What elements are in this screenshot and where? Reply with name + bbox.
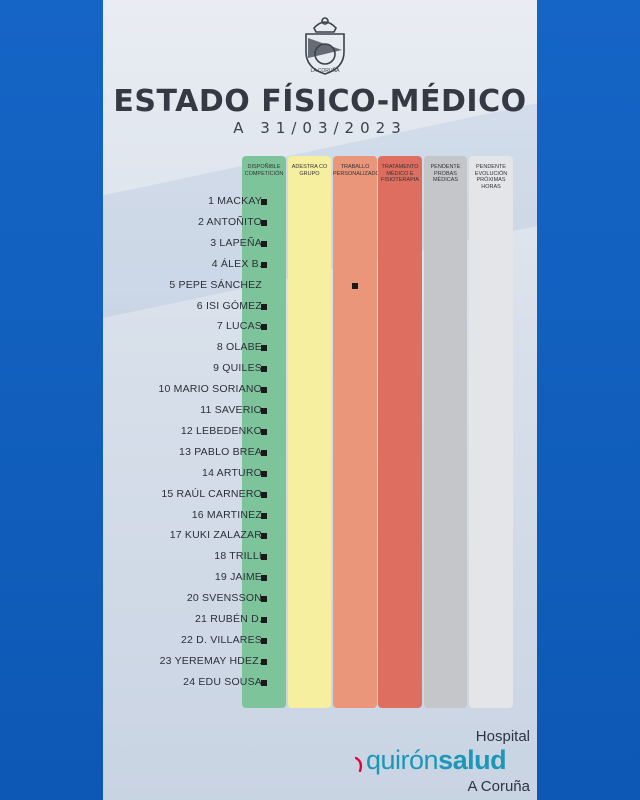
player-name: 10 MARIO SORIANO	[158, 383, 262, 396]
status-mark	[261, 387, 267, 394]
player-name: 23 YEREMAY HDEZ.	[159, 654, 262, 667]
status-column	[288, 156, 331, 708]
status-mark	[261, 512, 267, 519]
status-mark	[261, 345, 267, 352]
player-name: 15 RAÚL CARNERO	[161, 487, 262, 500]
player-name: 11 SAVERIO	[200, 404, 262, 416]
right-background	[537, 0, 640, 800]
player-name: 8 OLABE	[216, 341, 262, 354]
hospital-label: Hospital	[475, 728, 530, 745]
status-mark	[261, 596, 267, 603]
player-name: 16 MARTINEZ	[191, 508, 262, 521]
player-name: 19 JAIME	[214, 571, 262, 584]
status-mark	[261, 408, 267, 414]
brand-part-1: quirón	[366, 745, 439, 775]
status-mark	[261, 637, 267, 644]
player-name: 21 RUBÉN D.	[195, 613, 262, 625]
status-mark	[261, 428, 267, 435]
status-column-header: TRATAMENTO MÉDICO E FISIOTERAPIA	[381, 164, 419, 183]
player-name: 13 PABLO BREA	[179, 445, 262, 458]
left-background	[0, 0, 103, 800]
player-name: 22 D. VILLARES	[180, 633, 262, 646]
status-mark	[261, 303, 267, 310]
status-mark	[261, 366, 267, 373]
club-crest-icon: LA CORUÑA	[305, 17, 345, 75]
status-mark	[261, 575, 267, 582]
status-column-header: TRABALLO PERSONALIZADO	[333, 164, 380, 177]
status-mark	[261, 491, 267, 498]
status-column	[378, 156, 422, 708]
player-name: 3 LAPEÑA	[210, 236, 262, 249]
status-column	[469, 156, 513, 708]
player-name: 2 ANTOÑITO	[197, 215, 262, 228]
player-name: 12 LEBEDENKO	[180, 424, 262, 437]
status-column-header: PENDENTE PROBAS MÉDICAS	[430, 164, 461, 183]
status-column	[333, 156, 377, 708]
player-name: 6 ISI GÓMEZ	[196, 299, 262, 312]
status-mark	[261, 199, 267, 205]
hospital-brand: quirónsalud	[366, 745, 507, 775]
status-mark	[261, 617, 267, 623]
status-mark	[261, 324, 267, 331]
player-name: 18 TRILLI	[214, 550, 262, 563]
quironsalud-swoosh-icon	[355, 756, 363, 772]
player-name: 7 LUCAS	[216, 320, 262, 333]
player-name: 20 SVENSSON	[186, 592, 262, 605]
svg-text:LA CORUÑA: LA CORUÑA	[311, 67, 341, 74]
player-name: 9 QUILES	[213, 362, 262, 375]
player-name: 14 ARTURO	[202, 466, 262, 479]
player-name: 24 EDU SOUSA	[183, 675, 262, 688]
player-name: 4 ÁLEX B.	[211, 257, 262, 270]
status-mark	[261, 554, 267, 561]
hospital-city: A Coruña	[467, 778, 530, 795]
page-date: A 31/03/2023	[233, 119, 407, 137]
player-name: 5 PEPE SÁNCHEZ	[169, 278, 262, 291]
page-title: ESTADO FÍSICO-MÉDICO	[113, 84, 527, 119]
brand-part-2: salud	[438, 745, 507, 775]
status-column	[424, 156, 467, 708]
status-column-header: PENDENTE EVOLUCIÓN PRÓXIMAS HORAS	[474, 164, 508, 190]
status-mark	[261, 219, 267, 226]
status-mark	[261, 533, 267, 540]
player-name: 1 MACKAY	[208, 195, 262, 207]
status-mark	[261, 261, 267, 268]
status-mark	[261, 449, 267, 456]
status-mark	[261, 240, 267, 247]
status-column-header: ADESTRA CO GRUPO	[291, 164, 328, 177]
status-mark	[261, 470, 267, 477]
status-column-header: DISPOÑIBLE COMPETICIÓN	[244, 164, 284, 177]
status-mark	[352, 282, 358, 289]
status-mark	[261, 679, 267, 686]
player-name: 17 KUKI ZALAZAR	[169, 529, 262, 542]
status-mark	[261, 658, 267, 665]
